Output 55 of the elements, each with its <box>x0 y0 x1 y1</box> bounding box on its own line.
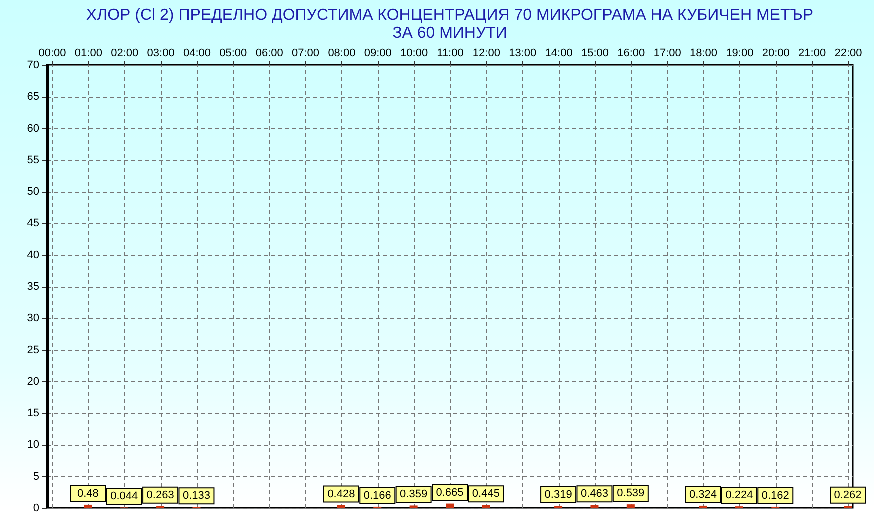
data-label: 0.262 <box>834 489 862 502</box>
x-tick-label: 10:00 <box>400 48 428 60</box>
data-label: 0.428 <box>328 488 356 500</box>
data-label: 0.133 <box>182 490 210 502</box>
x-tick-label: 05:00 <box>220 48 248 60</box>
x-tick-label: 20:00 <box>762 48 790 60</box>
data-label: 0.324 <box>690 488 718 501</box>
y-tick-label: 70 <box>27 60 40 72</box>
x-tick-label: 14:00 <box>545 48 573 60</box>
x-tick-label: 18:00 <box>690 48 718 60</box>
data-label: 0.319 <box>544 488 572 501</box>
data-label: 0.445 <box>472 488 500 500</box>
y-tick-label: 15 <box>27 408 40 420</box>
y-tick-label: 45 <box>27 218 40 230</box>
y-tick-label: 0 <box>33 502 40 514</box>
x-tick-label: 07:00 <box>292 48 320 60</box>
x-tick-label: 06:00 <box>256 48 284 60</box>
x-tick-label: 22:00 <box>834 48 862 60</box>
x-tick-label: 09:00 <box>364 48 392 60</box>
x-tick-label: 12:00 <box>472 48 500 60</box>
chart-title: ХЛОР (Cl 2) ПРЕДЕЛНО ДОПУСТИМА КОНЦЕНТРАЦИЯ 70 МИКРОГРАМА НА КУБИЧЕН МЕТЪР ЗА 60 МИНУТИ <box>86 7 814 42</box>
x-tick-label: 04:00 <box>183 48 211 60</box>
data-label: 0.263 <box>146 489 174 502</box>
data-label: 0.463 <box>580 488 608 500</box>
x-tick-label: 16:00 <box>618 48 646 60</box>
y-tick-label: 5 <box>33 470 40 483</box>
x-tick-label: 11:00 <box>437 48 464 60</box>
data-label: 0.665 <box>436 486 464 499</box>
data-label: 0.539 <box>617 488 645 500</box>
data-label: 0.359 <box>400 488 428 501</box>
data-label: 0.162 <box>762 490 790 502</box>
data-label: 0.224 <box>726 490 754 502</box>
y-tick-label: 25 <box>27 344 40 356</box>
x-tick-label: 21:00 <box>798 48 826 60</box>
y-tick-label: 30 <box>27 312 40 325</box>
y-tick-label: 65 <box>27 91 40 104</box>
y-tick-label: 50 <box>27 186 40 198</box>
y-tick-label: 10 <box>27 439 40 452</box>
x-tick-label: 02:00 <box>111 48 139 60</box>
data-label: 0.166 <box>364 490 392 502</box>
x-tick-label: 01:00 <box>74 48 102 60</box>
x-tick-label: 15:00 <box>581 48 609 60</box>
x-tick-label: 13:00 <box>509 48 537 60</box>
y-tick-label: 55 <box>27 154 40 166</box>
x-tick-label: 08:00 <box>328 48 356 60</box>
x-tick-label: 19:00 <box>726 48 754 60</box>
y-tick-label: 60 <box>27 122 40 135</box>
x-tick-label: 00:00 <box>38 48 66 60</box>
y-tick-label: 40 <box>27 249 40 262</box>
data-label: 0.044 <box>110 490 138 503</box>
x-tick-label: 17:00 <box>654 48 682 60</box>
x-tick-label: 03:00 <box>147 48 175 60</box>
y-tick-label: 35 <box>27 281 40 293</box>
data-label: 0.48 <box>77 488 99 500</box>
y-tick-label: 20 <box>27 376 40 388</box>
